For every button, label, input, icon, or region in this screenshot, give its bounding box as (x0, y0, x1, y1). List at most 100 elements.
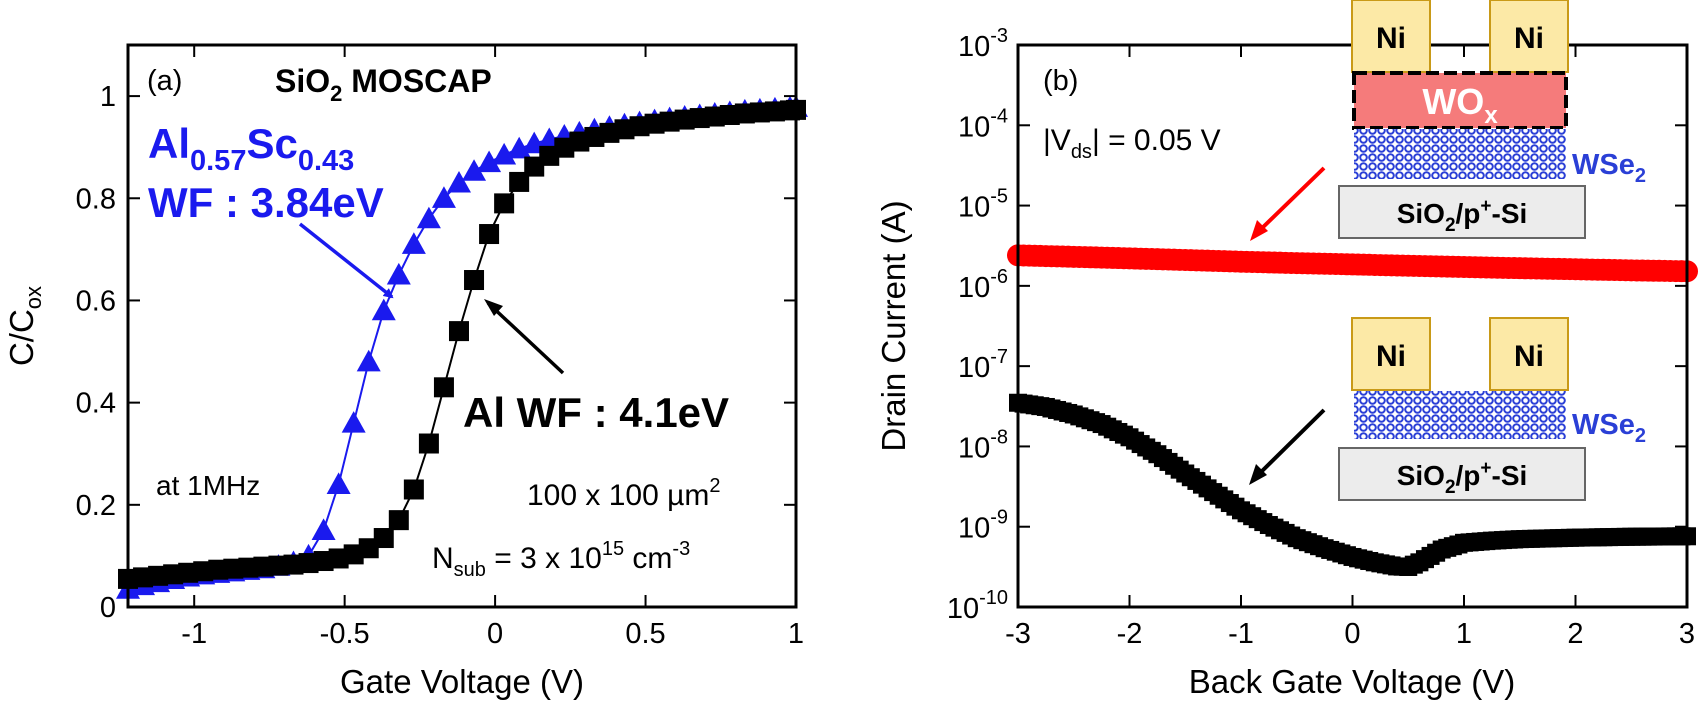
wse2-layer-bottom (1354, 391, 1566, 439)
square-point (193, 561, 214, 582)
square-point (253, 556, 274, 577)
frequency-label: at 1MHz (156, 470, 260, 501)
triangle-point (326, 472, 351, 494)
x-tick-label-a: 0 (487, 618, 503, 650)
x-tick-label-b: 0 (1344, 618, 1360, 650)
black-arrow-head (484, 299, 503, 316)
vds-label: |Vds| = 0.05 V (1043, 124, 1221, 163)
square-point (388, 510, 409, 531)
triangle-point (446, 170, 471, 193)
ni-contact-right-top (1489, 0, 1569, 73)
device-stack-bottom: Ni Ni WSe2 SiO2/p+-Si (1249, 317, 1646, 501)
square-point (373, 528, 394, 549)
y-tick-label-a: 0.2 (76, 490, 116, 522)
square-point (584, 126, 605, 147)
triangle-point (416, 206, 441, 229)
square-point (629, 116, 650, 137)
triangle-point (477, 150, 502, 173)
square-point (689, 108, 710, 129)
y-tick-label-b: 10-5 (958, 186, 1008, 224)
ni-label-left-top: Ni (1376, 22, 1406, 55)
triangle-point (401, 232, 426, 254)
y-ticks-a: 0 0.2 0.4 0.6 0.8 1 (76, 81, 796, 624)
square-point (554, 137, 575, 158)
wse2-layer-top (1354, 129, 1566, 179)
square-point (433, 377, 454, 398)
y-tick-label-a: 0 (100, 592, 116, 624)
square-point (494, 193, 515, 214)
x-tick-label-b: 2 (1567, 618, 1583, 650)
y-tick-label-b: 10-6 (958, 266, 1008, 304)
red-arrow (1256, 166, 1326, 234)
x-tick-label-b: -1 (1228, 618, 1254, 650)
y-axis-label-b: Drain Current (A) (875, 200, 912, 451)
triangle-point (386, 262, 411, 285)
wox-label: WOx (1422, 81, 1498, 129)
square-point (313, 551, 334, 572)
square-point (644, 113, 665, 134)
square-point (599, 122, 620, 143)
square-point (659, 111, 680, 132)
series-wse2 (1009, 393, 1696, 576)
x-tick-label-b: 3 (1679, 618, 1695, 650)
square-point (524, 156, 545, 177)
square-point (133, 567, 154, 588)
series-wox-wse2 (1007, 244, 1698, 283)
square-point (764, 101, 785, 122)
y-tick-label-b: 10-9 (958, 507, 1008, 545)
y-axis-label-a: C/Cox (3, 286, 46, 366)
blue-material-label: Al0.57Sc0.43 (148, 120, 354, 177)
y-tick-label-b: 10-3 (958, 25, 1008, 63)
square-point (298, 553, 319, 574)
black-wf-label: Al WF : 4.1eV (463, 389, 729, 436)
square-point (539, 145, 560, 166)
y-tick-label-b: 10-7 (958, 346, 1008, 384)
x-tick-label-b: 1 (1456, 618, 1472, 650)
x-ticks-a: -1 -0.5 0 0.5 1 (181, 45, 804, 650)
blue-wf-label: WF : 3.84eV (148, 179, 384, 226)
panel-a: -1 -0.5 0 0.5 1 0 0.2 0.4 0.6 0.8 1 (a) SiO2 MOSC… (3, 43, 808, 700)
panel-label-a: (a) (147, 65, 182, 97)
ni-contact-left-bottom (1351, 317, 1431, 391)
square-point (674, 109, 695, 130)
square-point (464, 270, 485, 291)
square-point (734, 103, 755, 124)
y-tick-label-a: 0.6 (76, 285, 116, 317)
y-tick-label-a: 1 (100, 81, 116, 113)
ni-label-right-top: Ni (1514, 22, 1544, 55)
square-point (479, 224, 500, 245)
triangle-point (356, 349, 381, 372)
y-tick-label-a: 0.4 (76, 388, 116, 420)
y-tick-label-a: 0.8 (76, 183, 116, 215)
triangle-point (311, 518, 336, 540)
square-point (343, 544, 364, 565)
square-point (223, 558, 244, 579)
x-axis-label-b: Back Gate Voltage (V) (1189, 663, 1516, 700)
substrate-top (1338, 185, 1586, 239)
x-tick-label-b: -2 (1117, 618, 1143, 650)
wse2-label-bottom: WSe2 (1572, 409, 1646, 447)
x-tick-label-a: -0.5 (320, 618, 370, 650)
triangle-point (431, 186, 456, 208)
area-label: 100 x 100 µm2 (527, 475, 721, 512)
substrate-bottom (1338, 447, 1586, 501)
square-point (403, 479, 424, 500)
square-point (238, 557, 259, 578)
x-tick-label-a: 0.5 (625, 618, 665, 650)
panel-b: -3 -2 -1 0 1 2 3 10-10 10-9 10-8 10-7 10-6 10-5 10-4… (875, 0, 1698, 700)
square-point (704, 106, 725, 127)
square-point (418, 433, 439, 454)
x-ticks-b: -3 -2 -1 0 1 2 3 (1005, 45, 1695, 650)
y-tick-label-b: 10-8 (958, 426, 1008, 464)
blue-arrow (298, 222, 394, 299)
square-point (749, 102, 770, 123)
square-point (358, 538, 379, 559)
square-point (163, 564, 184, 585)
substrate-label-top: SiO2/p+-Si (1397, 196, 1528, 236)
red-arrow-head (1250, 220, 1268, 241)
triangle-point (341, 411, 366, 433)
device-stack-top: Ni Ni WOx WSe2 SiO2/p+-Si (1250, 0, 1646, 241)
triangle-point (492, 142, 517, 165)
y-tick-label-b: 10-4 (958, 105, 1008, 143)
substrate-label-bottom: SiO2/p+-Si (1397, 458, 1528, 498)
